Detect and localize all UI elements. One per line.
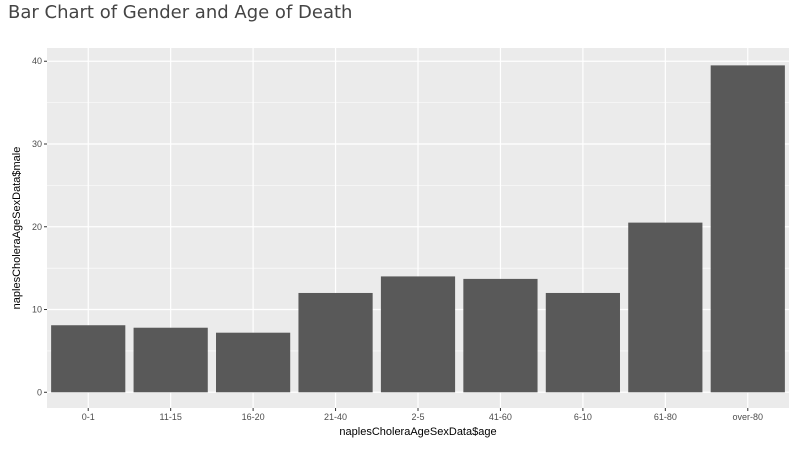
- chart-title: Bar Chart of Gender and Age of Death: [8, 2, 353, 23]
- x-tick-label: 0-1: [82, 412, 95, 422]
- y-tick-label: 10: [32, 305, 42, 315]
- bars: [51, 65, 785, 393]
- x-tick-label: 21-40: [324, 412, 347, 422]
- bar-61-80: [628, 222, 703, 393]
- x-tick-label: 6-10: [574, 412, 592, 422]
- bar-2-5: [380, 276, 456, 393]
- x-tick-label: over-80: [733, 412, 764, 422]
- x-tick-label: 11-15: [159, 412, 181, 422]
- x-axis-ticks: 0-1 11-15 16-20 21-40 2-5 41-60 6-10 61-80 over-…: [82, 408, 763, 422]
- bar-41-60: [463, 278, 538, 393]
- y-tick-label: 30: [32, 139, 42, 149]
- y-axis-ticks: 0 10 20 30 40: [32, 56, 47, 397]
- x-tick-label: 2-5: [411, 412, 424, 422]
- y-axis-title: naplesCholeraAgeSexData$male: [11, 147, 23, 310]
- bar-0-1: [51, 325, 126, 393]
- bar-6-10: [545, 292, 620, 393]
- bar-over-80: [710, 65, 785, 393]
- x-axis-title: naplesCholeraAgeSexData$age: [339, 426, 496, 438]
- bar-11-15: [133, 327, 208, 393]
- bar-21-40: [298, 292, 373, 393]
- y-tick-label: 0: [37, 387, 42, 397]
- bar-16-20: [216, 332, 291, 393]
- y-tick-label: 40: [32, 56, 42, 66]
- x-tick-label: 61-80: [654, 412, 677, 422]
- x-tick-label: 16-20: [242, 412, 265, 422]
- y-tick-label: 20: [32, 222, 42, 232]
- x-tick-label: 41-60: [489, 412, 512, 422]
